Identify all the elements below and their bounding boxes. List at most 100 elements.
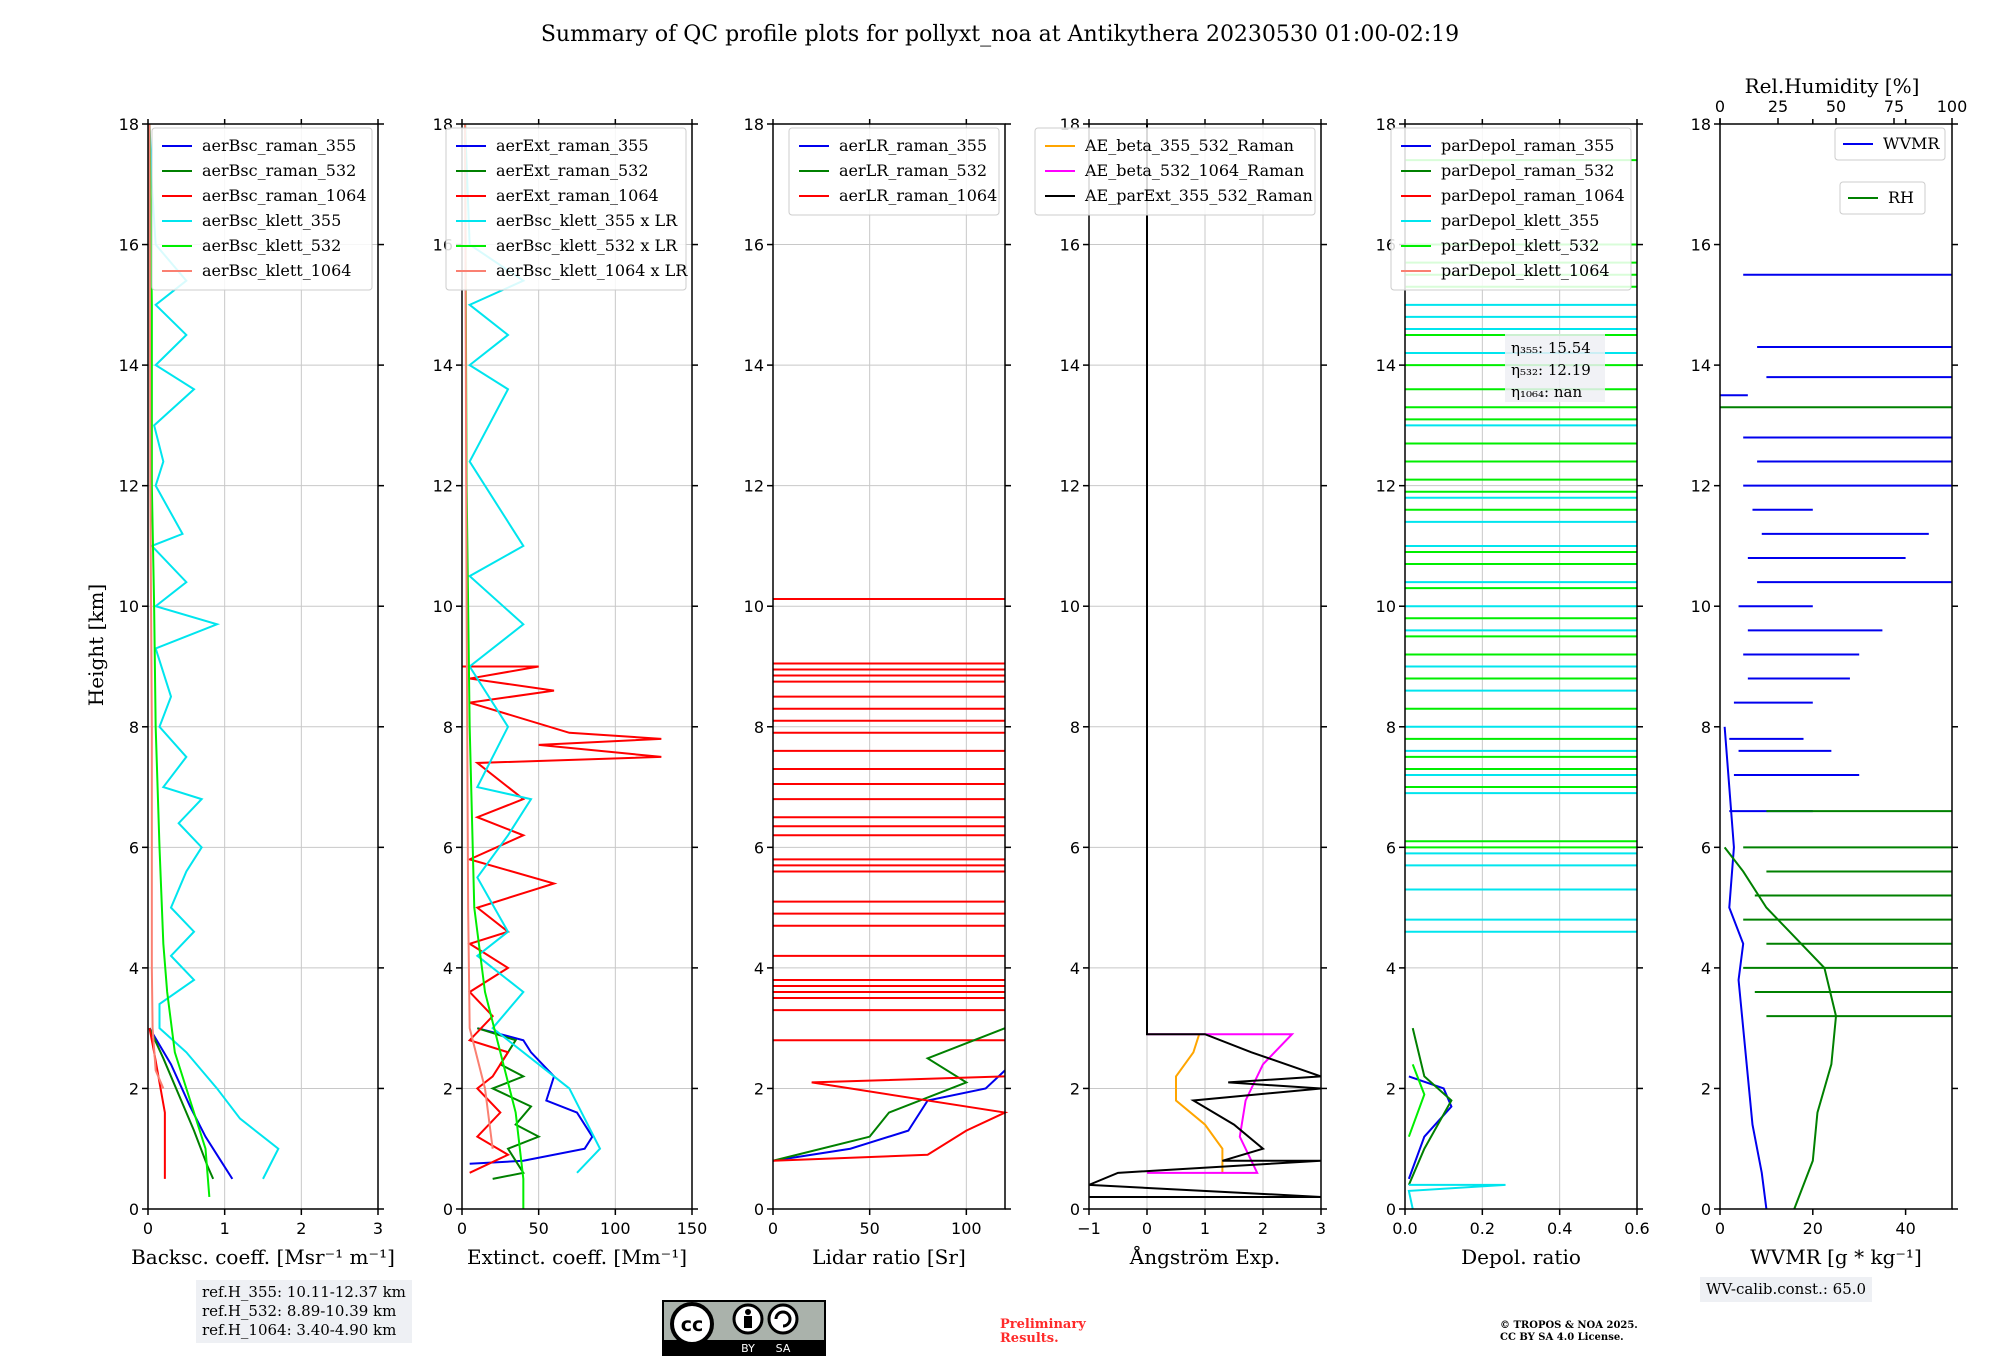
x-tick-label: 40 — [1895, 1219, 1915, 1238]
y-tick-label: 10 — [1376, 597, 1396, 616]
y-tick-label: 0 — [443, 1200, 453, 1219]
x-tick-label: 0.6 — [1624, 1219, 1649, 1238]
cc-badge-by: BY — [741, 1342, 755, 1355]
y-tick-label: 18 — [119, 115, 139, 134]
legend-label: aerLR_raman_1064 — [839, 186, 997, 205]
annotation-box — [1505, 334, 1605, 402]
y-tick-label: 6 — [754, 838, 764, 857]
y-tick-label: 14 — [744, 356, 764, 375]
legend-label: aerBsc_raman_1064 — [202, 186, 367, 205]
annotation-line: η₅₃₂: 12.19 — [1511, 361, 1591, 379]
x-tick-label: 2 — [1258, 1219, 1268, 1238]
plot-frame — [147, 123, 379, 1210]
series-ae-beta-532-1064-raman — [1147, 1033, 1295, 1174]
rh-tick-label: 25 — [1768, 97, 1788, 116]
x-axis-label: WVMR [g * kg⁻¹] — [1750, 1245, 1922, 1269]
plot-frame — [772, 123, 1006, 1210]
y-tick-label: 4 — [129, 959, 139, 978]
x-axis-label: Backsc. coeff. [Msr⁻¹ m⁻¹] — [131, 1245, 395, 1269]
x-axis-label: Extinct. coeff. [Mm⁻¹] — [467, 1245, 687, 1269]
x-tick-label: 0 — [1142, 1219, 1152, 1238]
y-tick-label: 12 — [744, 477, 764, 496]
legend-label: aerBsc_klett_355 — [202, 211, 341, 230]
y-tick-label: 16 — [1691, 236, 1711, 255]
wv-calibration-box: WV-calib.const.: 65.0 — [1700, 1277, 1873, 1302]
x-axis-label: Ångström Exp. — [1129, 1244, 1280, 1269]
x-tick-label: 0 — [457, 1219, 467, 1238]
y-tick-label: 14 — [433, 356, 453, 375]
legend-label: aerBsc_klett_532 — [202, 236, 341, 255]
y-tick-label: 12 — [1376, 477, 1396, 496]
y-tick-label: 8 — [443, 718, 453, 737]
legend-frame — [1034, 127, 1316, 216]
legend-label: AE_parExt_355_532_Raman — [1084, 186, 1313, 205]
preliminary-line-1: Preliminary — [1000, 1317, 1086, 1332]
eta-annotation: η₃₅₅: 15.54 η₅₃₂: 12.19 η₁₀₆₄: nan — [1505, 334, 1605, 402]
y-tick-label: 14 — [1691, 356, 1711, 375]
y-tick-label: 14 — [1060, 356, 1080, 375]
legend-label: aerBsc_klett_1064 — [202, 261, 351, 280]
legend-label: aerBsc_raman_355 — [202, 136, 356, 155]
y-tick-label: 12 — [1691, 477, 1711, 496]
y-tick-label: 10 — [744, 597, 764, 616]
y-tick-label: 6 — [1070, 838, 1080, 857]
cc-badge-cc: cc — [681, 1314, 704, 1336]
y-tick-label: 10 — [119, 597, 139, 616]
x-tick-label: 50 — [859, 1219, 879, 1238]
x-axis-label: Depol. ratio — [1461, 1245, 1581, 1269]
x-tick-label: 1 — [1200, 1219, 1210, 1238]
series-aerbsc-klett-532 — [148, 123, 211, 1198]
series-aerlr-raman-1064 — [772, 1075, 1009, 1162]
x-tick-label: 0 — [1715, 1219, 1725, 1238]
series-aerbsc-klett-532-x-lr — [464, 123, 525, 1209]
y-tick-label: 16 — [1060, 236, 1080, 255]
legend-label: parDepol_klett_532 — [1441, 236, 1599, 255]
y-tick-label: 12 — [433, 477, 453, 496]
legend-label: parDepol_klett_1064 — [1441, 261, 1610, 280]
x-tick-label: −1 — [1077, 1219, 1101, 1238]
y-tick-label: 2 — [443, 1079, 453, 1098]
legend-frame — [788, 127, 1000, 216]
plot-frame — [461, 123, 693, 1210]
y-tick-label: 0 — [1701, 1200, 1711, 1219]
y-tick-label: 0 — [1070, 1200, 1080, 1219]
y-tick-label: 6 — [443, 838, 453, 857]
legend-label: aerBsc_klett_1064 x LR — [496, 261, 688, 280]
y-tick-label: 2 — [1701, 1079, 1711, 1098]
series-aerext-raman-1064 — [462, 665, 662, 1174]
series-aerbsc-klett-355-x-lr — [464, 123, 602, 1174]
legend-frame — [1390, 127, 1632, 291]
preliminary-note: Preliminary Results. — [1000, 1318, 1086, 1346]
ref-height-355: ref.H_355: 10.11-12.37 km — [202, 1283, 406, 1301]
legend-frame — [445, 127, 687, 291]
y-tick-label: 8 — [129, 718, 139, 737]
annotation-line: η₃₅₅: 15.54 — [1511, 339, 1591, 357]
plot-frame — [1404, 123, 1638, 1210]
series-aerbsc-raman-532 — [148, 1027, 215, 1180]
reference-height-box: ref.H_355: 10.11-12.37 km ref.H_532: 8.8… — [196, 1280, 412, 1343]
y-tick-label: 2 — [754, 1079, 764, 1098]
legend-label: aerBsc_klett_355 x LR — [496, 211, 678, 230]
series-aerlr-raman-355 — [772, 1069, 1006, 1162]
legend-label: aerLR_raman_532 — [839, 161, 987, 180]
x-tick-label: 2 — [296, 1219, 306, 1238]
y-tick-label: 16 — [744, 236, 764, 255]
x-tick-label: 0 — [143, 1219, 153, 1238]
series-aerbsc-klett-1064-x-lr — [464, 123, 494, 1149]
legend-label: WVMR — [1883, 134, 1940, 153]
rh-tick-label: 100 — [1937, 97, 1968, 116]
y-tick-label: 12 — [119, 477, 139, 496]
legend: aerLR_raman_355 aerLR_raman_532 aerLR_rama… — [788, 127, 1000, 216]
series-aerext-raman-355 — [469, 1027, 594, 1165]
legend: parDepol_raman_355 parDepol_raman_532 parD… — [1390, 127, 1632, 291]
y-tick-label: 10 — [1060, 597, 1080, 616]
x-tick-label: 0 — [768, 1219, 778, 1238]
y-tick-label: 0 — [129, 1200, 139, 1219]
x-tick-label: 50 — [528, 1219, 548, 1238]
legend-label: AE_beta_355_532_Raman — [1084, 136, 1294, 155]
legend-label: parDepol_klett_355 — [1441, 211, 1599, 230]
cc-by-sa-badge: cc BY SA — [662, 1300, 826, 1360]
series-pardepol-klett-532 — [1407, 1063, 1426, 1138]
